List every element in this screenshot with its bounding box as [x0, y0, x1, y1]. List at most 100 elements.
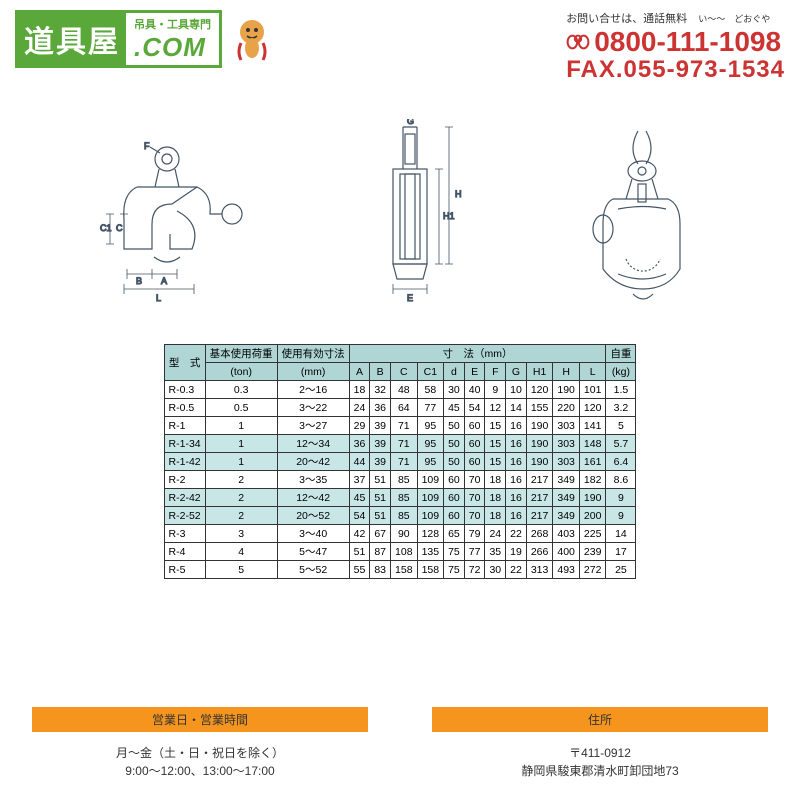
th-C1: C1 [417, 363, 444, 381]
th-load: 基本使用荷重 [205, 345, 277, 363]
page-footer: 営業日・営業時間 月〜金（土・日・祝日を除く） 9:00〜12:00、13:00… [0, 707, 800, 780]
table-cell: R-4 [164, 543, 205, 561]
table-cell: 79 [464, 525, 485, 543]
table-row: R-1-42120〜4244397195506015161903031616.4 [164, 453, 636, 471]
table-row: R-333〜404267901286579242226840322514 [164, 525, 636, 543]
address-heading: 住所 [432, 707, 768, 732]
table-cell: 95 [417, 435, 444, 453]
table-cell: 24 [485, 525, 506, 543]
table-row: R-445〜4751871081357577351926640023917 [164, 543, 636, 561]
table-cell: 313 [526, 561, 553, 579]
table-cell: 1 [205, 417, 277, 435]
table-cell: 51 [349, 543, 370, 561]
table-cell: 55 [349, 561, 370, 579]
svg-text:H1: H1 [443, 211, 455, 221]
th-F: F [485, 363, 506, 381]
table-cell: 16 [506, 417, 527, 435]
table-cell: 60 [464, 453, 485, 471]
svg-text:C1: C1 [100, 223, 112, 233]
table-cell: 6.4 [606, 453, 636, 471]
table-cell: 155 [526, 399, 553, 417]
table-cell: 3 [205, 525, 277, 543]
table-cell: 71 [391, 435, 418, 453]
table-cell: R-1 [164, 417, 205, 435]
table-cell: 141 [579, 417, 606, 435]
side-view-diagram: G H H1 E [345, 119, 485, 319]
table-cell: 161 [579, 453, 606, 471]
table-row: R-113〜2729397195506015161903031415 [164, 417, 636, 435]
table-cell: 15 [485, 435, 506, 453]
spec-table: 型 式 基本使用荷重 使用有効寸法 寸 法（mm） 自重 (ton) (mm) … [164, 344, 637, 579]
th-d: d [444, 363, 465, 381]
table-cell: 90 [391, 525, 418, 543]
contact-label: お問い合せは、通話無料 [566, 13, 687, 25]
address-line1: 〒411-0912 [432, 744, 768, 762]
table-cell: R-1-42 [164, 453, 205, 471]
table-cell: 36 [349, 435, 370, 453]
table-row: R-2-42212〜42455185109607018162173491909 [164, 489, 636, 507]
th-E: E [464, 363, 485, 381]
table-cell: 5 [205, 561, 277, 579]
table-cell: 493 [553, 561, 580, 579]
table-cell: 71 [391, 417, 418, 435]
table-cell: 75 [444, 561, 465, 579]
hours-column: 営業日・営業時間 月〜金（土・日・祝日を除く） 9:00〜12:00、13:00… [32, 707, 368, 780]
table-cell: 77 [417, 399, 444, 417]
table-cell: 85 [391, 507, 418, 525]
table-cell: 0.3 [205, 381, 277, 399]
table-cell: 83 [370, 561, 391, 579]
table-cell: 12 [485, 399, 506, 417]
table-cell: 37 [349, 471, 370, 489]
table-cell: 9 [606, 489, 636, 507]
table-cell: 109 [417, 489, 444, 507]
table-cell: 2 [205, 507, 277, 525]
table-cell: 16 [506, 489, 527, 507]
table-row: R-0.50.53〜2224366477455412141552201203.2 [164, 399, 636, 417]
table-cell: 266 [526, 543, 553, 561]
table-cell: 128 [417, 525, 444, 543]
table-cell: 2 [205, 489, 277, 507]
table-row: R-1-34112〜3436397195506015161903031485.7 [164, 435, 636, 453]
table-cell: 349 [553, 489, 580, 507]
table-cell: 3〜40 [277, 525, 349, 543]
table-cell: 120 [526, 381, 553, 399]
table-cell: 95 [417, 453, 444, 471]
th-range: 使用有効寸法 [277, 345, 349, 363]
table-row: R-223〜35375185109607018162173491828.6 [164, 471, 636, 489]
table-cell: 50 [444, 435, 465, 453]
hours-heading: 営業日・営業時間 [32, 707, 368, 732]
th-A: A [349, 363, 370, 381]
table-cell: 71 [391, 453, 418, 471]
th-H: H [553, 363, 580, 381]
th-range-unit: (mm) [277, 363, 349, 381]
table-cell: 18 [485, 507, 506, 525]
fax-number: FAX.055-973-1534 [566, 56, 785, 84]
table-cell: 349 [553, 471, 580, 489]
table-cell: 18 [485, 471, 506, 489]
spec-table-wrap: 型 式 基本使用荷重 使用有効寸法 寸 法（mm） 自重 (ton) (mm) … [0, 339, 800, 584]
table-cell: R-2-42 [164, 489, 205, 507]
perspective-diagram [568, 129, 718, 319]
table-cell: 42 [349, 525, 370, 543]
logo-com: .COM [134, 32, 211, 63]
table-cell: 403 [553, 525, 580, 543]
table-cell: 35 [485, 543, 506, 561]
table-cell: 303 [553, 435, 580, 453]
table-cell: 190 [579, 489, 606, 507]
table-cell: 16 [506, 453, 527, 471]
table-cell: 200 [579, 507, 606, 525]
svg-text:E: E [407, 293, 413, 303]
table-cell: 50 [444, 417, 465, 435]
table-cell: 268 [526, 525, 553, 543]
table-cell: 64 [391, 399, 418, 417]
table-cell: 45 [444, 399, 465, 417]
table-cell: R-3 [164, 525, 205, 543]
table-row: R-2-52220〜52545185109607018162173492009 [164, 507, 636, 525]
table-cell: R-2-52 [164, 507, 205, 525]
table-cell: 30 [444, 381, 465, 399]
front-view-diagram: F C1 C B A L [82, 139, 262, 319]
table-cell: 58 [417, 381, 444, 399]
table-cell: 39 [370, 417, 391, 435]
svg-text:H: H [455, 189, 462, 199]
table-cell: 3〜27 [277, 417, 349, 435]
